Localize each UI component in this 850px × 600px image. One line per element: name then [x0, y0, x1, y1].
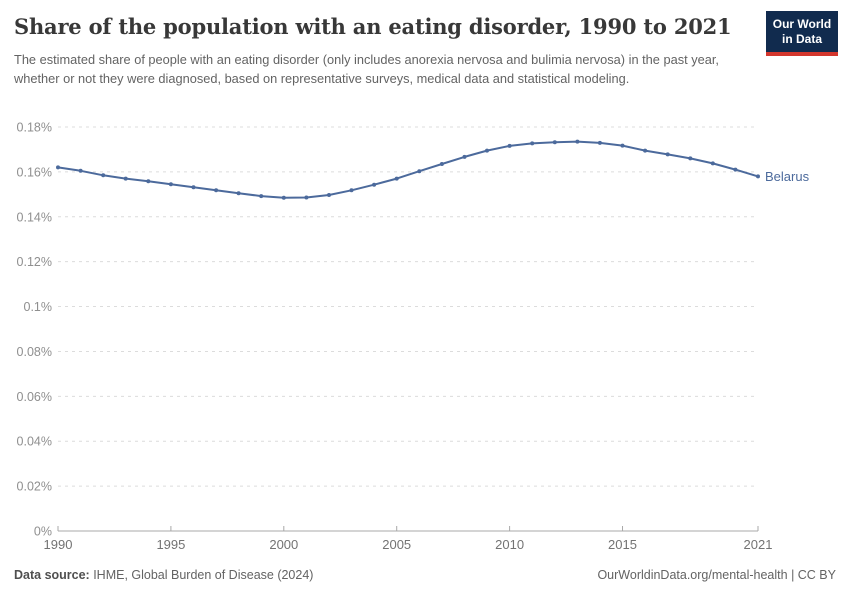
data-point[interactable]	[417, 169, 422, 174]
owid-logo-line2: in Data	[781, 31, 822, 46]
data-point[interactable]	[304, 195, 309, 200]
owid-logo-line1: Our World	[772, 16, 832, 31]
y-axis-tick-label: 0.16%	[17, 165, 52, 179]
data-point[interactable]	[552, 140, 557, 145]
x-axis-tick-label: 2000	[269, 537, 298, 552]
data-point[interactable]	[733, 167, 738, 172]
chart-footer: Data source: IHME, Global Burden of Dise…	[14, 568, 836, 582]
data-point[interactable]	[507, 143, 512, 148]
data-point[interactable]	[123, 176, 128, 181]
x-axis-tick-label: 1990	[44, 537, 73, 552]
y-axis-tick-label: 0.04%	[17, 435, 52, 449]
x-axis-tick-label: 2015	[608, 537, 637, 552]
data-point[interactable]	[168, 182, 173, 187]
data-point[interactable]	[281, 195, 286, 200]
data-point[interactable]	[101, 173, 106, 178]
y-axis-tick-label: 0.18%	[17, 121, 52, 135]
y-axis-tick-label: 0.1%	[24, 300, 53, 314]
data-point[interactable]	[259, 194, 264, 199]
y-axis-tick-label: 0.14%	[17, 210, 52, 224]
series-end-label[interactable]: Belarus	[765, 169, 810, 184]
data-point[interactable]	[236, 191, 241, 196]
data-source: Data source: IHME, Global Burden of Dise…	[14, 568, 313, 582]
data-point[interactable]	[327, 193, 331, 197]
x-axis-tick-label: 2010	[495, 537, 524, 552]
data-point[interactable]	[394, 176, 399, 181]
line-series-belarus[interactable]	[57, 140, 759, 199]
y-axis-tick-label: 0.02%	[17, 480, 52, 494]
data-point[interactable]	[349, 188, 354, 193]
y-axis-tick-label: 0.06%	[17, 390, 52, 404]
data-point[interactable]	[665, 152, 670, 157]
data-source-label: Data source:	[14, 568, 90, 582]
data-point[interactable]	[688, 156, 693, 161]
data-point[interactable]	[530, 141, 535, 146]
x-axis-tick-label: 2005	[382, 537, 411, 552]
data-point[interactable]	[710, 161, 715, 166]
page-title: Share of the population with an eating d…	[14, 14, 732, 39]
y-axis-tick-label: 0.08%	[17, 345, 52, 359]
data-point[interactable]	[462, 154, 467, 159]
data-point[interactable]	[214, 188, 219, 193]
x-axis-tick-label: 2021	[744, 537, 773, 552]
data-point[interactable]	[146, 179, 151, 184]
data-point[interactable]	[620, 143, 625, 148]
chart-subtitle: The estimated share of people with an ea…	[14, 52, 719, 86]
data-point[interactable]	[191, 185, 196, 190]
data-point[interactable]	[756, 174, 760, 179]
data-point[interactable]	[643, 148, 648, 153]
data-point[interactable]	[78, 168, 83, 173]
data-point[interactable]	[597, 140, 602, 145]
y-axis-tick-label: 0%	[34, 525, 52, 539]
credit-link[interactable]: OurWorldinData.org/mental-health | CC BY	[597, 568, 836, 582]
data-point[interactable]	[56, 165, 60, 170]
data-point[interactable]	[372, 182, 377, 187]
x-axis-tick-label: 1995	[156, 537, 185, 552]
owid-logo[interactable]: Our World in Data	[766, 11, 838, 56]
y-axis-tick-label: 0.12%	[17, 255, 52, 269]
data-source-text: IHME, Global Burden of Disease (2024)	[89, 568, 314, 582]
data-point[interactable]	[485, 148, 489, 153]
data-point[interactable]	[439, 162, 444, 166]
data-point[interactable]	[575, 139, 580, 144]
